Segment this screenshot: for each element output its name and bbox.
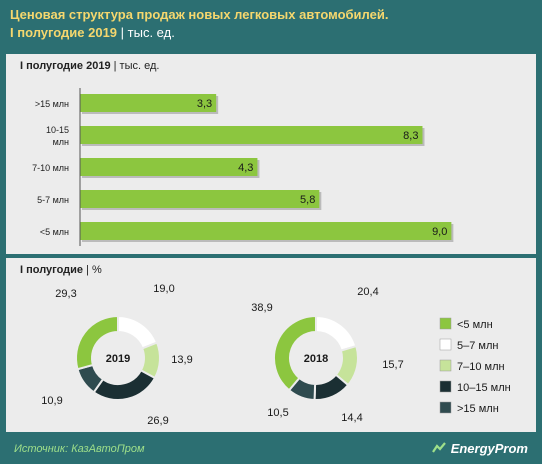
donut-value-label: 19,0 [153, 283, 174, 295]
bar-chart-panel: I полугодие 2019 | тыс. ед. 3,3 >15 млн 8,… [6, 54, 536, 254]
category-label-unit: млн [53, 137, 69, 147]
donut-value-label: 26,9 [147, 415, 168, 427]
donut-center-label: 2019 [106, 353, 130, 365]
brand-logo: EnergyProm [431, 440, 528, 456]
energy-logo-icon [431, 442, 446, 453]
bar [80, 158, 258, 176]
bar-value-label: 9,0 [432, 226, 447, 238]
donut-slice [273, 314, 317, 392]
bar-chart: 3,3 >15 млн 8,3 10-15 млн 4,3 7-10 млн 5,8 5-7 м… [32, 88, 454, 246]
donut-panel-period: I полугодие [20, 264, 84, 276]
category-label: 10-15 [46, 125, 69, 135]
donut-value-label: 10,5 [267, 407, 288, 419]
donut-slice [315, 314, 358, 352]
category-label: 5-7 млн [37, 195, 69, 205]
legend-label: 10–15 млн [457, 382, 511, 394]
title-line-1: Ценовая структура продаж новых легковых … [10, 7, 389, 22]
donut-value-label: 10,9 [41, 395, 62, 407]
donut-charts: 2019 29,3 19,0 13,9 26,9 10,9 2018 38,9 20,4 15,7… [41, 283, 511, 427]
legend-label: 7–10 млн [457, 361, 505, 373]
bar [80, 126, 423, 144]
legend-swatch [439, 380, 452, 393]
bar [80, 222, 452, 240]
bar-value-label: 8,3 [403, 130, 418, 142]
donut-center-label: 2018 [304, 353, 328, 365]
legend-label: <5 млн [457, 319, 493, 331]
bar [80, 190, 320, 208]
brand-name: EnergyProm [450, 440, 528, 456]
legend-label: 5–7 млн [457, 340, 498, 352]
footer: Источник: КазАвтоПром EnergyProm [0, 434, 542, 464]
bar-value-label: 4,3 [238, 162, 253, 174]
legend-swatch [439, 338, 452, 351]
chart-title: Ценовая структура продаж новых легковых … [10, 6, 530, 42]
bar [80, 94, 217, 112]
donut-panel-unit: | % [86, 264, 102, 276]
donut-slice [75, 314, 119, 371]
donut-slice [117, 314, 159, 350]
bar-value-label: 5,8 [300, 194, 315, 206]
title-line-2: I полугодие 2019 | тыс. ед. [10, 24, 530, 42]
title-unit: | тыс. ед. [120, 25, 175, 40]
donut-value-label: 38,9 [251, 302, 272, 314]
legend-swatch [439, 317, 452, 330]
legend-swatch [439, 359, 452, 372]
donut-value-label: 15,7 [382, 359, 403, 371]
donut-value-label: 13,9 [171, 354, 192, 366]
bar-panel-unit: | тыс. ед. [113, 60, 160, 72]
legend-swatch [439, 401, 452, 414]
bar-panel-period: I полугодие 2019 [20, 60, 111, 72]
category-label: 7-10 млн [32, 163, 69, 173]
donut-panel-title: I полугодие | % [20, 264, 102, 276]
donut-slice [92, 369, 157, 401]
legend-label: >15 млн [457, 403, 499, 415]
title-period: I полугодие 2019 [10, 25, 118, 40]
source-note: Источник: КазАвтоПром [14, 443, 145, 455]
bar-panel-title: I полугодие 2019 | тыс. ед. [20, 60, 159, 72]
category-label: >15 млн [35, 99, 69, 109]
category-label: <5 млн [40, 227, 69, 237]
donut-value-label: 29,3 [55, 288, 76, 300]
donut-value-label: 14,4 [341, 412, 362, 424]
donut-chart-panel: I полугодие | % 2019 29,3 19,0 13,9 26,9 10,9… [6, 258, 536, 432]
bar-value-label: 3,3 [197, 98, 212, 110]
donut-value-label: 20,4 [357, 286, 378, 298]
